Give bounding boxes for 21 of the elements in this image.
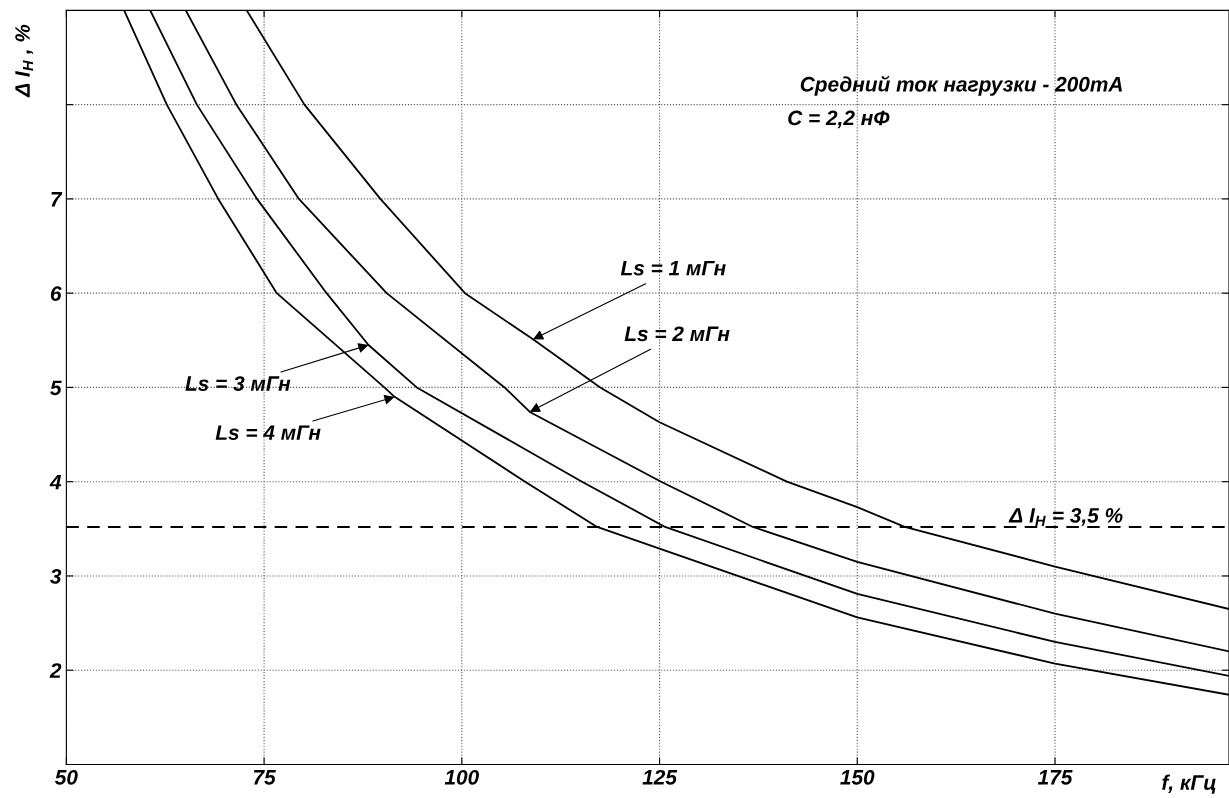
y-tick-label: 5 [50, 380, 62, 396]
x-tick-label: 125 [642, 769, 678, 785]
annotation: С = 2,2 нФ [788, 110, 890, 129]
annotation: Средний ток нагрузки - 200mA [800, 75, 1122, 96]
ref-line-label: Δ I$_{Н}$ = 3,5 % [1008, 508, 1123, 526]
x-tick-label: 100 [444, 769, 479, 785]
x-tick-label: 150 [840, 769, 875, 785]
x-tick-label: 50 [54, 769, 78, 785]
y-tick-label: 6 [50, 286, 62, 301]
y-tick-label: 3 [50, 568, 62, 584]
annotation: Ls = 1 мГн [620, 260, 726, 276]
annotation: Ls = 3 мГн [185, 376, 291, 391]
annotation: Ls = 4 мГн [215, 425, 321, 440]
y-tick-label: 4 [49, 474, 62, 490]
y-axis-title: Δ I$_{Н}$ , % [15, 24, 34, 98]
x-tick-label: 75 [253, 770, 276, 785]
x-axis-title: f, кГц [1162, 774, 1216, 794]
annotation: Ls = 2 мГн [624, 326, 730, 342]
y-tick-label: 2 [49, 663, 62, 678]
x-tick-label: 175 [1037, 770, 1073, 785]
y-tick-label: 7 [51, 192, 63, 207]
